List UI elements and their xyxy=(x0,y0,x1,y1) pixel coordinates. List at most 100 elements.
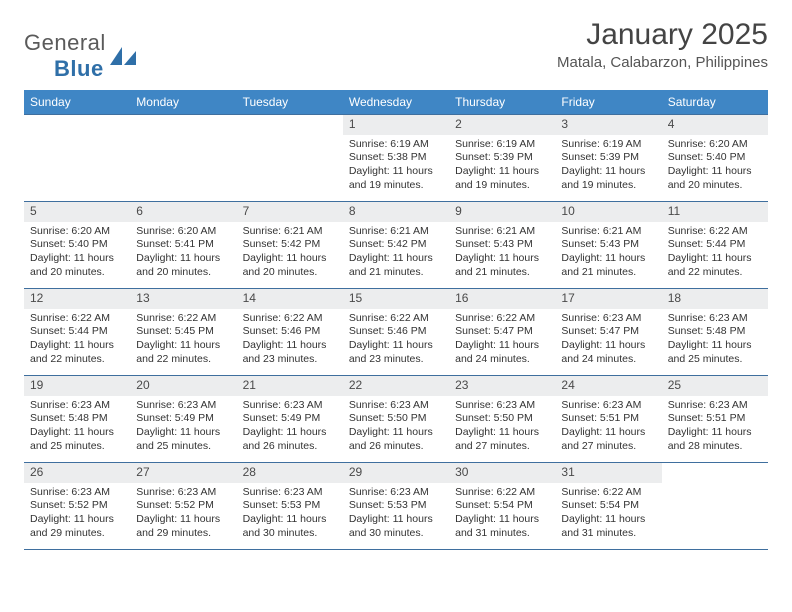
day-body: Sunrise: 6:22 AMSunset: 5:46 PMDaylight:… xyxy=(237,309,343,371)
sunrise-text: Sunrise: 6:23 AM xyxy=(30,486,124,500)
day-cell: 29Sunrise: 6:23 AMSunset: 5:53 PMDayligh… xyxy=(343,463,449,549)
daylight-text: Daylight: 11 hours and 31 minutes. xyxy=(455,513,549,540)
day-number: 8 xyxy=(343,202,449,222)
day-cell: 23Sunrise: 6:23 AMSunset: 5:50 PMDayligh… xyxy=(449,376,555,462)
day-cell: 6Sunrise: 6:20 AMSunset: 5:41 PMDaylight… xyxy=(130,202,236,288)
sunset-text: Sunset: 5:54 PM xyxy=(455,499,549,513)
day-body: Sunrise: 6:22 AMSunset: 5:47 PMDaylight:… xyxy=(449,309,555,371)
logo-blue: Blue xyxy=(54,56,104,81)
daylight-text: Daylight: 11 hours and 25 minutes. xyxy=(30,426,124,453)
day-number: 4 xyxy=(662,115,768,135)
day-number: 26 xyxy=(24,463,130,483)
day-cell: 12Sunrise: 6:22 AMSunset: 5:44 PMDayligh… xyxy=(24,289,130,375)
day-body: Sunrise: 6:21 AMSunset: 5:43 PMDaylight:… xyxy=(555,222,661,284)
day-body: Sunrise: 6:22 AMSunset: 5:54 PMDaylight:… xyxy=(555,483,661,545)
day-body: Sunrise: 6:21 AMSunset: 5:42 PMDaylight:… xyxy=(237,222,343,284)
sunset-text: Sunset: 5:51 PM xyxy=(668,412,762,426)
sunset-text: Sunset: 5:40 PM xyxy=(668,151,762,165)
sunset-text: Sunset: 5:53 PM xyxy=(349,499,443,513)
week-row: 12Sunrise: 6:22 AMSunset: 5:44 PMDayligh… xyxy=(24,289,768,376)
sunset-text: Sunset: 5:39 PM xyxy=(455,151,549,165)
day-body: Sunrise: 6:23 AMSunset: 5:52 PMDaylight:… xyxy=(24,483,130,545)
sunset-text: Sunset: 5:46 PM xyxy=(349,325,443,339)
sunrise-text: Sunrise: 6:23 AM xyxy=(668,312,762,326)
sunset-text: Sunset: 5:42 PM xyxy=(349,238,443,252)
day-cell xyxy=(24,115,130,201)
dow-thursday: Thursday xyxy=(449,90,555,114)
day-cell: 26Sunrise: 6:23 AMSunset: 5:52 PMDayligh… xyxy=(24,463,130,549)
day-number: 9 xyxy=(449,202,555,222)
day-cell: 4Sunrise: 6:20 AMSunset: 5:40 PMDaylight… xyxy=(662,115,768,201)
day-cell: 21Sunrise: 6:23 AMSunset: 5:49 PMDayligh… xyxy=(237,376,343,462)
calendar: Sunday Monday Tuesday Wednesday Thursday… xyxy=(24,90,768,550)
daylight-text: Daylight: 11 hours and 30 minutes. xyxy=(243,513,337,540)
day-number: 27 xyxy=(130,463,236,483)
day-body: Sunrise: 6:19 AMSunset: 5:39 PMDaylight:… xyxy=(449,135,555,197)
week-row: 26Sunrise: 6:23 AMSunset: 5:52 PMDayligh… xyxy=(24,463,768,550)
daylight-text: Daylight: 11 hours and 27 minutes. xyxy=(561,426,655,453)
sunrise-text: Sunrise: 6:23 AM xyxy=(668,399,762,413)
daylight-text: Daylight: 11 hours and 25 minutes. xyxy=(668,339,762,366)
sunset-text: Sunset: 5:50 PM xyxy=(349,412,443,426)
day-body: Sunrise: 6:19 AMSunset: 5:38 PMDaylight:… xyxy=(343,135,449,197)
sunset-text: Sunset: 5:47 PM xyxy=(561,325,655,339)
day-body: Sunrise: 6:23 AMSunset: 5:51 PMDaylight:… xyxy=(662,396,768,458)
dow-saturday: Saturday xyxy=(662,90,768,114)
day-body: Sunrise: 6:23 AMSunset: 5:51 PMDaylight:… xyxy=(555,396,661,458)
day-body: Sunrise: 6:21 AMSunset: 5:43 PMDaylight:… xyxy=(449,222,555,284)
page-header: General Blue January 2025 Matala, Calaba… xyxy=(24,18,768,82)
day-body: Sunrise: 6:22 AMSunset: 5:44 PMDaylight:… xyxy=(24,309,130,371)
day-cell: 1Sunrise: 6:19 AMSunset: 5:38 PMDaylight… xyxy=(343,115,449,201)
day-number: 19 xyxy=(24,376,130,396)
sunset-text: Sunset: 5:44 PM xyxy=(668,238,762,252)
day-number: 22 xyxy=(343,376,449,396)
sunrise-text: Sunrise: 6:19 AM xyxy=(455,138,549,152)
daylight-text: Daylight: 11 hours and 26 minutes. xyxy=(349,426,443,453)
day-cell: 22Sunrise: 6:23 AMSunset: 5:50 PMDayligh… xyxy=(343,376,449,462)
day-cell: 17Sunrise: 6:23 AMSunset: 5:47 PMDayligh… xyxy=(555,289,661,375)
week-row: 1Sunrise: 6:19 AMSunset: 5:38 PMDaylight… xyxy=(24,114,768,202)
day-number: 13 xyxy=(130,289,236,309)
day-number: 2 xyxy=(449,115,555,135)
daylight-text: Daylight: 11 hours and 20 minutes. xyxy=(30,252,124,279)
sunset-text: Sunset: 5:51 PM xyxy=(561,412,655,426)
day-body: Sunrise: 6:23 AMSunset: 5:50 PMDaylight:… xyxy=(343,396,449,458)
day-cell: 18Sunrise: 6:23 AMSunset: 5:48 PMDayligh… xyxy=(662,289,768,375)
day-body: Sunrise: 6:22 AMSunset: 5:44 PMDaylight:… xyxy=(662,222,768,284)
sunset-text: Sunset: 5:44 PM xyxy=(30,325,124,339)
sunrise-text: Sunrise: 6:22 AM xyxy=(349,312,443,326)
sunset-text: Sunset: 5:45 PM xyxy=(136,325,230,339)
day-number: 3 xyxy=(555,115,661,135)
logo-text: General Blue xyxy=(24,30,106,82)
day-body: Sunrise: 6:23 AMSunset: 5:48 PMDaylight:… xyxy=(24,396,130,458)
sunrise-text: Sunrise: 6:19 AM xyxy=(561,138,655,152)
day-cell: 30Sunrise: 6:22 AMSunset: 5:54 PMDayligh… xyxy=(449,463,555,549)
daylight-text: Daylight: 11 hours and 21 minutes. xyxy=(561,252,655,279)
daylight-text: Daylight: 11 hours and 24 minutes. xyxy=(561,339,655,366)
day-number: 21 xyxy=(237,376,343,396)
day-body: Sunrise: 6:22 AMSunset: 5:45 PMDaylight:… xyxy=(130,309,236,371)
sunset-text: Sunset: 5:48 PM xyxy=(668,325,762,339)
day-cell: 28Sunrise: 6:23 AMSunset: 5:53 PMDayligh… xyxy=(237,463,343,549)
day-number: 1 xyxy=(343,115,449,135)
sunrise-text: Sunrise: 6:23 AM xyxy=(349,399,443,413)
day-number: 15 xyxy=(343,289,449,309)
sunrise-text: Sunrise: 6:20 AM xyxy=(136,225,230,239)
sunset-text: Sunset: 5:41 PM xyxy=(136,238,230,252)
day-cell: 3Sunrise: 6:19 AMSunset: 5:39 PMDaylight… xyxy=(555,115,661,201)
sunrise-text: Sunrise: 6:23 AM xyxy=(455,399,549,413)
day-cell: 7Sunrise: 6:21 AMSunset: 5:42 PMDaylight… xyxy=(237,202,343,288)
day-cell xyxy=(237,115,343,201)
sunset-text: Sunset: 5:40 PM xyxy=(30,238,124,252)
sunrise-text: Sunrise: 6:20 AM xyxy=(30,225,124,239)
weeks-container: 1Sunrise: 6:19 AMSunset: 5:38 PMDaylight… xyxy=(24,114,768,550)
day-body: Sunrise: 6:23 AMSunset: 5:48 PMDaylight:… xyxy=(662,309,768,371)
daylight-text: Daylight: 11 hours and 19 minutes. xyxy=(561,165,655,192)
sunrise-text: Sunrise: 6:22 AM xyxy=(561,486,655,500)
daylight-text: Daylight: 11 hours and 21 minutes. xyxy=(455,252,549,279)
day-number: 7 xyxy=(237,202,343,222)
sunrise-text: Sunrise: 6:23 AM xyxy=(243,486,337,500)
daylight-text: Daylight: 11 hours and 31 minutes. xyxy=(561,513,655,540)
dow-friday: Friday xyxy=(555,90,661,114)
daylight-text: Daylight: 11 hours and 20 minutes. xyxy=(668,165,762,192)
